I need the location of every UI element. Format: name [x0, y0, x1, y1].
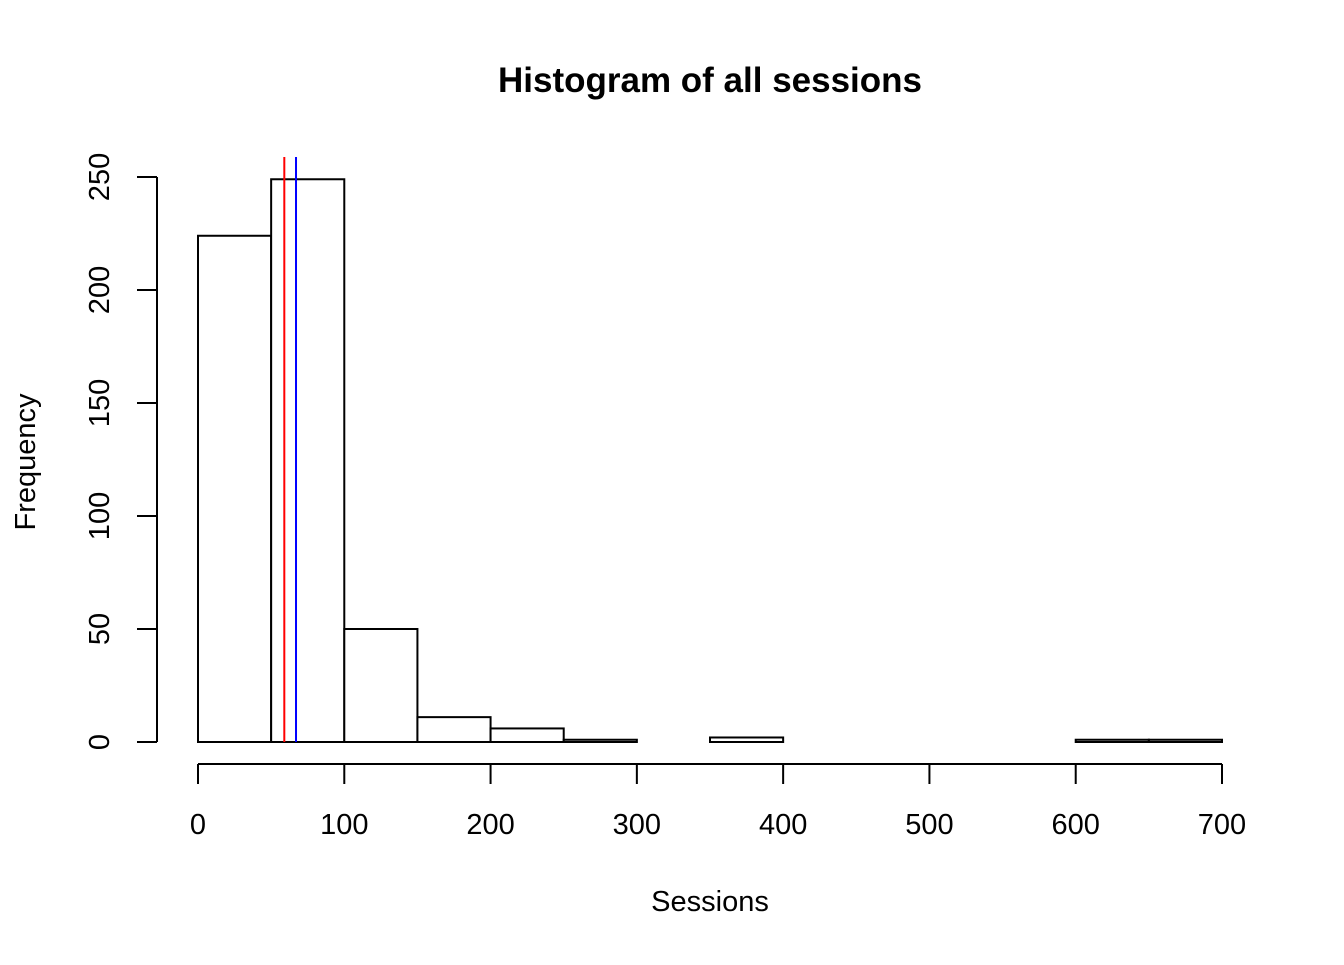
- y-tick-label: 200: [84, 266, 116, 314]
- chart-title: Histogram of all sessions: [498, 61, 922, 100]
- x-tick-label: 200: [466, 809, 514, 841]
- histogram-bar: [709, 736, 785, 743]
- y-tick-label: 50: [84, 613, 116, 645]
- histogram-bars: [197, 178, 1224, 744]
- reference-lines: [283, 157, 298, 742]
- x-tick-label: 300: [613, 809, 661, 841]
- histogram-bar: [489, 727, 565, 744]
- y-tick-label: 250: [84, 153, 116, 201]
- x-tick-label: 100: [320, 809, 368, 841]
- x-tick-label: 700: [1198, 809, 1246, 841]
- x-tick-label: 500: [905, 809, 953, 841]
- x-tick-label: 600: [1052, 809, 1100, 841]
- histogram-bar: [416, 716, 492, 744]
- y-tick-label: 100: [84, 492, 116, 540]
- histogram-bar: [1147, 738, 1224, 743]
- histogram-bar: [562, 738, 638, 743]
- y-axis-label: Frequency: [10, 393, 42, 531]
- x-tick-label: 400: [759, 809, 807, 841]
- histogram-bar: [270, 178, 346, 743]
- histogram-bar: [1074, 738, 1150, 743]
- x-axis-label: Sessions: [651, 886, 769, 918]
- histogram-bar: [197, 234, 273, 743]
- x-tick-label: 0: [190, 809, 206, 841]
- y-tick-label: 150: [84, 379, 116, 427]
- y-axis: 0 50 100 150 200 250: [84, 153, 158, 750]
- y-tick-label: 0: [84, 734, 116, 750]
- x-axis: 0 100 200 300 400 500 600 700: [190, 763, 1246, 841]
- histogram-bar: [343, 628, 419, 743]
